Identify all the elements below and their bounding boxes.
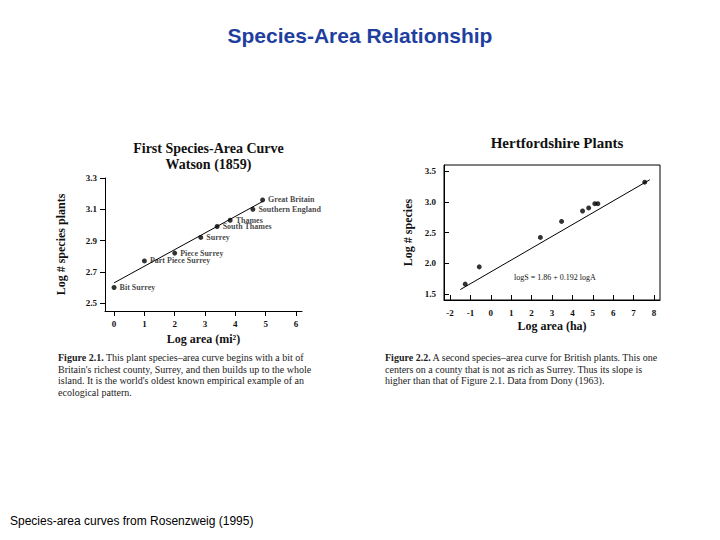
html-text:Figure 2.1. This plant species: Figure 2.1. This plant species–area curv… (58, 352, 312, 398)
svg-text:Southern England: Southern England (258, 205, 321, 214)
svg-text:Piece Surrey: Piece Surrey (180, 249, 223, 258)
svg-text:Great Britain: Great Britain (268, 195, 315, 204)
svg-text:4: 4 (570, 308, 575, 318)
svg-text:Log area (mi²): Log area (mi²) (167, 332, 240, 346)
svg-text:3.5: 3.5 (425, 166, 437, 176)
svg-text:6: 6 (294, 319, 299, 329)
svg-text:1: 1 (509, 308, 514, 318)
html-text:Species-area curves from Rosen: Species-area curves from Rosenzweig (199… (10, 514, 254, 528)
svg-text:2.0: 2.0 (425, 258, 437, 268)
svg-text:2.7: 2.7 (86, 267, 98, 277)
svg-text:2: 2 (529, 308, 534, 318)
svg-text:3.0: 3.0 (425, 197, 437, 207)
svg-text:Log # species: Log # species (401, 199, 415, 267)
svg-text:Watson (1859): Watson (1859) (166, 157, 252, 173)
svg-text:Surrey: Surrey (206, 233, 229, 242)
svg-text:-1: -1 (467, 308, 475, 318)
svg-text:8: 8 (652, 308, 657, 318)
svg-text:3: 3 (203, 319, 208, 329)
svg-text:0: 0 (112, 319, 117, 329)
svg-text:2.9: 2.9 (86, 236, 98, 246)
svg-text:logS = 1.86 + 0.192 logA: logS = 1.86 + 0.192 logA (514, 273, 596, 282)
svg-text:3.1: 3.1 (86, 204, 98, 214)
svg-text:Log # species plants: Log # species plants (54, 193, 68, 295)
svg-text:Part Piece Surrey: Part Piece Surrey (149, 256, 211, 266)
svg-text:2.5: 2.5 (86, 298, 98, 308)
svg-text:Bit Surrey: Bit Surrey (120, 283, 156, 292)
svg-text:South Thames: South Thames (222, 222, 272, 231)
svg-text:Thames: Thames (236, 216, 263, 225)
svg-text:Hertfordshire Plants: Hertfordshire Plants (491, 135, 624, 151)
html-text:Species-Area Relationship: Species-Area Relationship (227, 24, 493, 47)
svg-text:1.5: 1.5 (425, 289, 437, 299)
svg-text:0: 0 (489, 308, 494, 318)
svg-text:3: 3 (550, 308, 555, 318)
svg-text:7: 7 (631, 308, 636, 318)
svg-text:6: 6 (611, 308, 616, 318)
svg-text:3.3: 3.3 (86, 173, 98, 183)
svg-text:-2: -2 (446, 308, 454, 318)
svg-text:1: 1 (142, 319, 147, 329)
html-text:Figure 2.2. A second species–a: Figure 2.2. A second species–area curve … (385, 352, 658, 386)
svg-text:2: 2 (172, 319, 177, 329)
svg-text:Log area (ha): Log area (ha) (517, 319, 586, 333)
svg-text:First Species-Area Curve: First Species-Area Curve (133, 141, 284, 156)
svg-text:4: 4 (233, 319, 238, 329)
svg-text:5: 5 (263, 319, 268, 329)
svg-text:2.5: 2.5 (425, 228, 437, 238)
svg-text:5: 5 (591, 308, 596, 318)
